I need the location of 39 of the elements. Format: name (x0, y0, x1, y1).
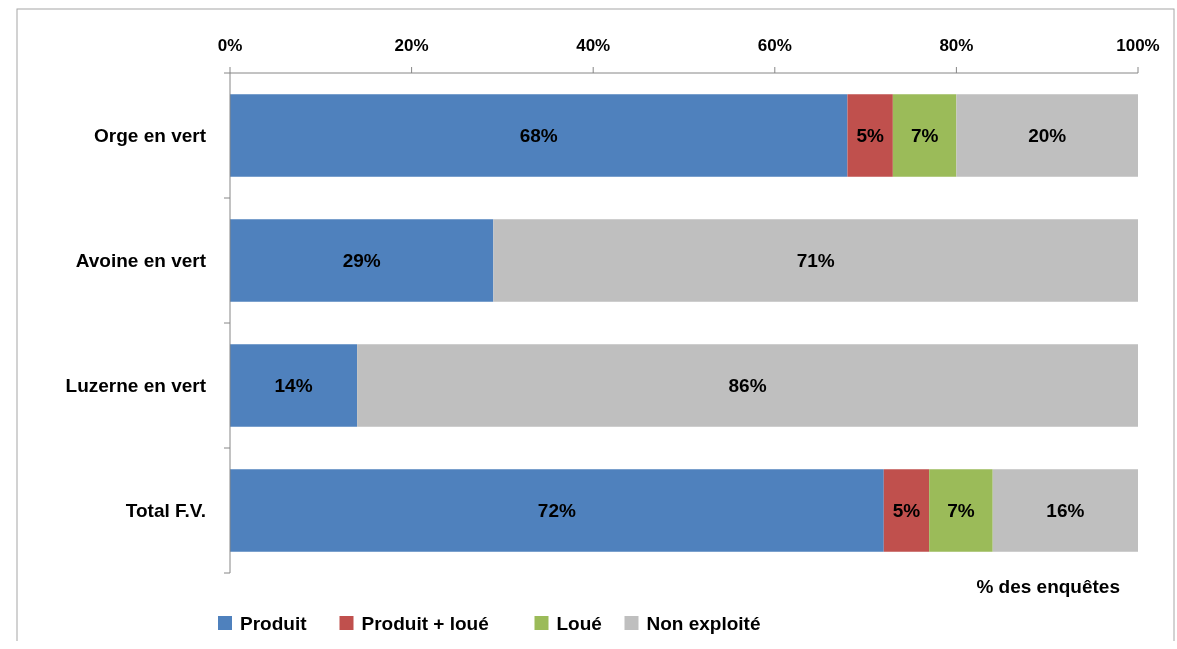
x-tick-label: 60% (757, 36, 792, 55)
bar (892, 94, 957, 177)
bar (230, 469, 884, 552)
bar (992, 469, 1138, 552)
bar (230, 344, 358, 427)
legend-label: Produit (240, 612, 308, 634)
data-label: 72% (537, 500, 576, 522)
legend-label: Loué (556, 612, 602, 634)
x-axis-title: % des enquêtes (976, 576, 1120, 597)
legend-label: Non exploité (646, 612, 761, 634)
y-tick-label: Avoine en vert (75, 250, 207, 272)
data-label: 5% (892, 500, 921, 522)
data-label: 86% (728, 375, 767, 397)
y-tick-label: Luzerne en vert (65, 375, 207, 397)
data-label: 14% (274, 375, 313, 397)
bar (493, 219, 1138, 302)
bar (230, 94, 848, 177)
x-tick-label: 100% (1116, 36, 1160, 55)
x-tick-label: 0% (217, 36, 243, 55)
legend-label: Produit + loué (361, 612, 489, 634)
data-label: 20% (1028, 125, 1067, 147)
y-tick-label: Total F.V. (125, 500, 206, 522)
bar (230, 219, 494, 302)
bar (883, 469, 930, 552)
x-tick-label: 40% (576, 36, 611, 55)
bar (929, 469, 993, 552)
data-label: 7% (910, 125, 939, 147)
bar (847, 94, 893, 177)
data-label: 71% (796, 250, 835, 272)
data-label: 68% (519, 125, 558, 147)
x-tick-label: 80% (939, 36, 974, 55)
data-label: 16% (1046, 500, 1085, 522)
bar (357, 344, 1138, 427)
data-label: 7% (947, 500, 975, 522)
data-label: 5% (856, 125, 884, 147)
data-label: 29% (342, 250, 381, 272)
y-tick-label: Orge en vert (94, 125, 207, 147)
bar (956, 94, 1138, 177)
x-tick-label: 20% (394, 36, 429, 55)
